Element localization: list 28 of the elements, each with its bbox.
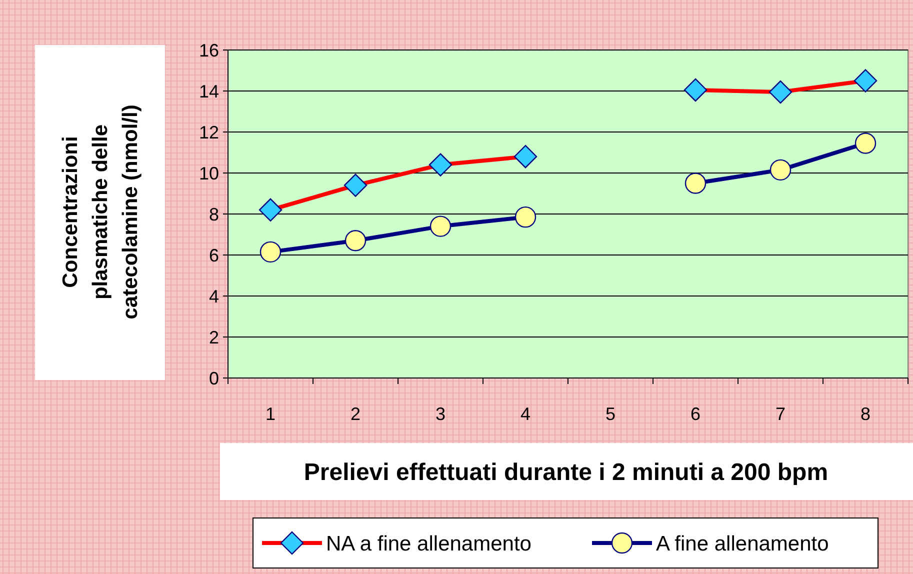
y-axis-title: Concentrazioni plasmatiche delle catecolamine (nmol/l): [59, 104, 142, 320]
point: [854, 132, 876, 154]
y-tick-label: 12: [198, 122, 219, 142]
point: [770, 159, 792, 181]
x-axis-title: Prelievi effettuati durante i 2 minuti a 200 bpm: [304, 459, 828, 486]
y-tick-label: 4: [208, 286, 219, 306]
point: [684, 172, 706, 194]
x-tick-label: 4: [520, 404, 531, 424]
y-tick-label: 8: [208, 204, 219, 224]
point: [514, 206, 536, 228]
y-tick-label: 10: [198, 163, 219, 184]
legend-label: A fine allenamento: [656, 532, 829, 556]
point: [344, 230, 366, 252]
y-tick-label: 6: [208, 245, 219, 266]
x-tick-label: 3: [435, 404, 446, 424]
point: [260, 241, 282, 263]
y-tick-label: 14: [198, 81, 219, 102]
x-tick-label: 7: [775, 404, 786, 424]
y-tick-label: 0: [208, 368, 219, 388]
y-tick-label: 2: [208, 327, 219, 348]
legend-label: NA a fine allenamento: [326, 532, 532, 556]
x-tick-label: 6: [690, 404, 701, 424]
point: [430, 216, 452, 237]
x-tick-label: 2: [350, 404, 361, 424]
x-tick-label: 1: [265, 404, 276, 424]
y-tick-label: 16: [198, 40, 219, 60]
x-tick-label: 8: [860, 404, 871, 424]
x-tick-label: 5: [605, 404, 616, 424]
